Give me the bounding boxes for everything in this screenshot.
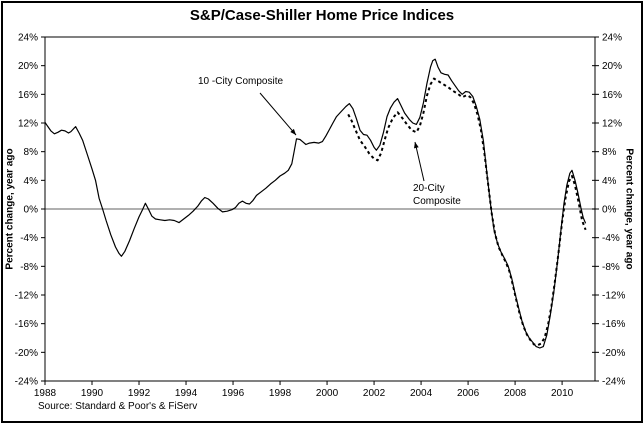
svg-text:-12%: -12% — [15, 291, 38, 302]
svg-text:-4%: -4% — [602, 233, 620, 244]
svg-text:12%: 12% — [602, 119, 622, 130]
svg-text:24%: 24% — [602, 33, 622, 44]
svg-text:-24%: -24% — [15, 377, 38, 388]
svg-text:0%: 0% — [24, 205, 39, 216]
svg-text:-20%: -20% — [602, 348, 625, 359]
svg-text:2008: 2008 — [504, 388, 527, 399]
y-axis-label-left: Percent change, year ago — [4, 148, 16, 270]
svg-text:-16%: -16% — [15, 319, 38, 330]
svg-text:4%: 4% — [602, 176, 617, 187]
svg-text:12%: 12% — [18, 119, 38, 130]
svg-text:-8%: -8% — [20, 262, 38, 273]
svg-text:2006: 2006 — [457, 388, 480, 399]
svg-text:-4%: -4% — [20, 233, 38, 244]
svg-text:1988: 1988 — [34, 388, 57, 399]
svg-text:1994: 1994 — [175, 388, 198, 399]
svg-text:8%: 8% — [24, 147, 39, 158]
svg-text:-24%: -24% — [602, 377, 625, 388]
svg-text:4%: 4% — [24, 176, 39, 187]
svg-text:24%: 24% — [18, 33, 38, 44]
annotation-10-city-composite: 10 -City Composite — [198, 76, 284, 87]
svg-text:2000: 2000 — [316, 388, 339, 399]
chart-title: S&P/Case-Shiller Home Price Indices — [189, 7, 455, 24]
source-note: Source: Standard & Poor's & FiServ — [38, 401, 198, 412]
svg-text:2010: 2010 — [551, 388, 574, 399]
svg-text:1996: 1996 — [222, 388, 245, 399]
svg-text:2004: 2004 — [410, 388, 433, 399]
svg-text:1998: 1998 — [269, 388, 292, 399]
svg-text:16%: 16% — [602, 90, 622, 101]
svg-text:-16%: -16% — [602, 319, 625, 330]
svg-text:1992: 1992 — [128, 388, 151, 399]
svg-text:20%: 20% — [602, 61, 622, 72]
svg-text:8%: 8% — [602, 147, 617, 158]
annotation-20-city-composite: 20-City Composite — [413, 183, 461, 207]
svg-text:16%: 16% — [18, 90, 38, 101]
svg-text:1990: 1990 — [81, 388, 104, 399]
svg-text:0%: 0% — [602, 205, 617, 216]
svg-text:20%: 20% — [18, 61, 38, 72]
svg-text:-8%: -8% — [602, 262, 620, 273]
svg-text:2002: 2002 — [363, 388, 386, 399]
svg-text:-20%: -20% — [15, 348, 38, 359]
svg-text:-12%: -12% — [602, 291, 625, 302]
y-axis-label-right: Percent change, year ago — [623, 148, 635, 270]
